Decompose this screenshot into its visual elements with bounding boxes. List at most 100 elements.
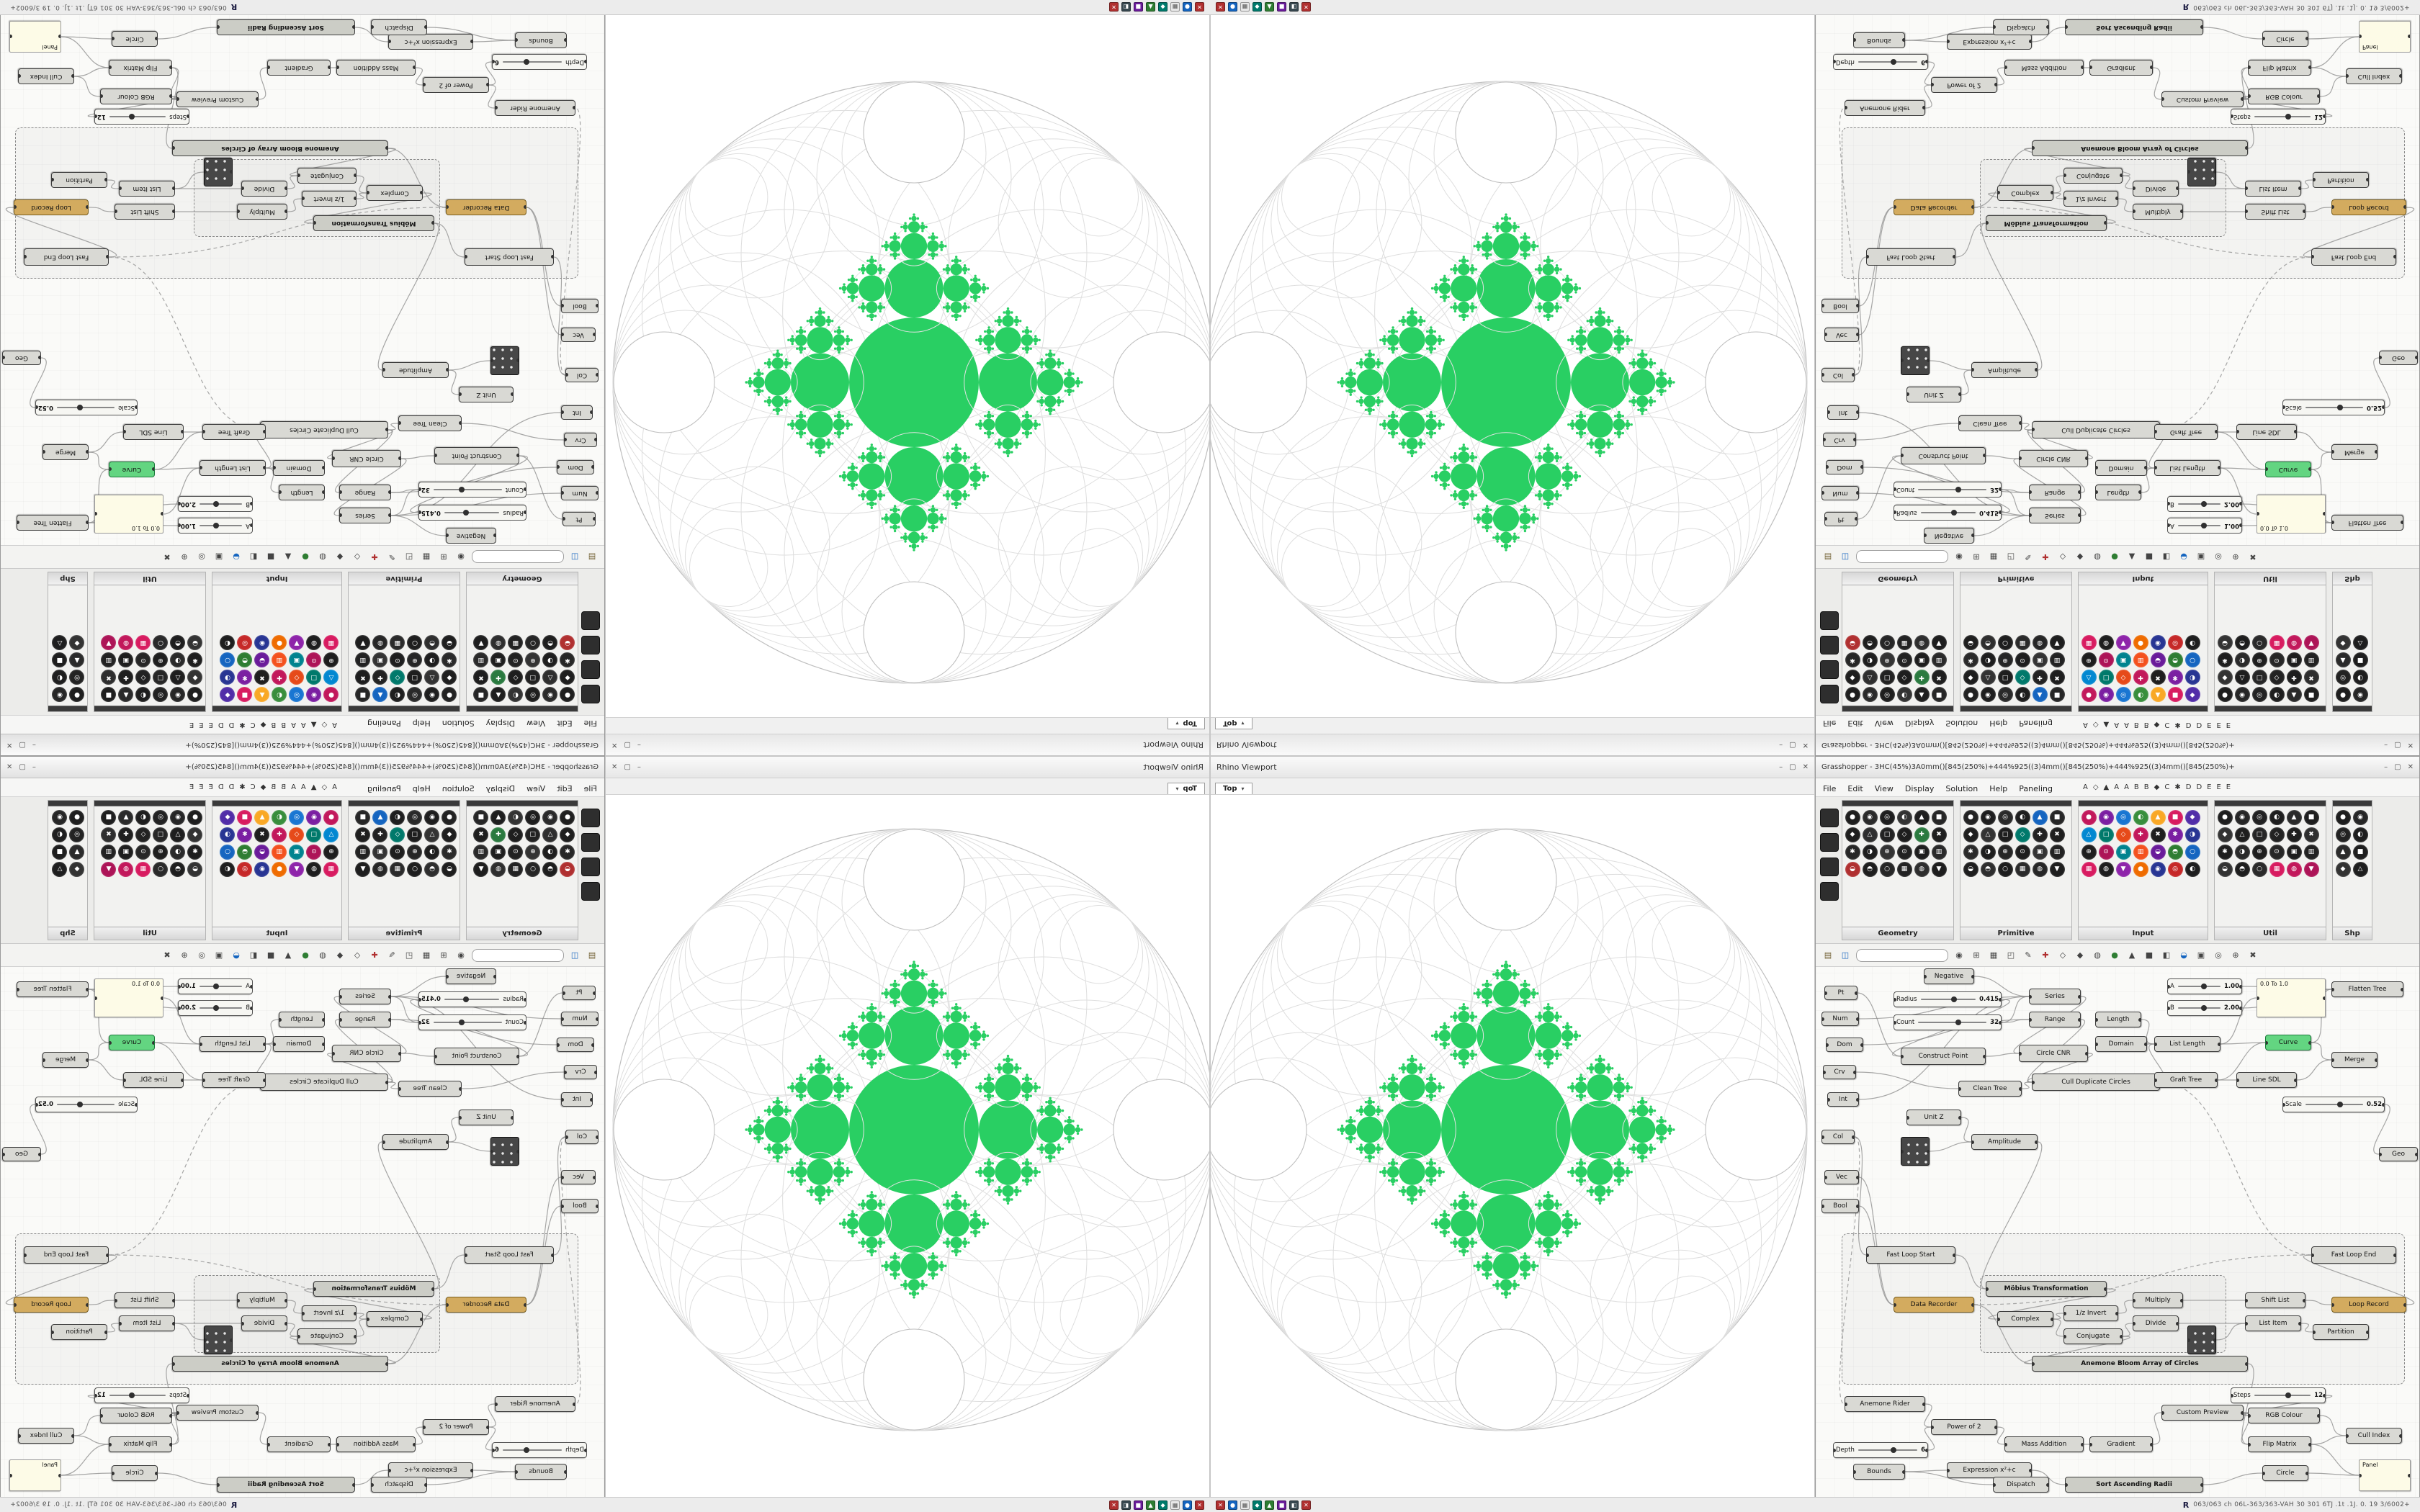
menu-paneling[interactable]: Paneling — [367, 784, 401, 793]
gh-node-power-of-2[interactable]: Power of 2 — [423, 77, 489, 93]
component-icon[interactable]: ◎ — [289, 809, 305, 825]
component-icon[interactable]: ▼ — [101, 861, 117, 877]
component-icon[interactable]: ▲ — [69, 652, 85, 668]
component-icon[interactable]: ● — [272, 861, 287, 877]
gh-node-circle-cnr[interactable]: Circle CNR — [332, 1045, 401, 1062]
component-icon[interactable]: ▣ — [2115, 844, 2131, 860]
component-icon[interactable]: ◆ — [442, 827, 457, 842]
component-icon[interactable]: ■ — [2352, 652, 2368, 668]
doc-tab[interactable]: ◇ — [321, 783, 328, 791]
component-icon[interactable]: ✱ — [187, 652, 203, 668]
component-icon[interactable]: △ — [424, 827, 440, 842]
gh-node-fast-loop-start[interactable]: Fast Loop Start — [1866, 248, 1955, 266]
menu-solution[interactable]: Solution — [1945, 719, 1978, 728]
gh-node-curve[interactable]: Curve — [2265, 1035, 2311, 1050]
component-icon[interactable]: ◒ — [442, 861, 457, 877]
component-icon[interactable]: ◒ — [560, 861, 575, 877]
component-icon[interactable]: ◇ — [390, 827, 405, 842]
component-icon[interactable]: ■ — [2049, 809, 2065, 825]
gh-node-circle-cnr[interactable]: Circle CNR — [2019, 1045, 2088, 1062]
component-icon[interactable]: ✱ — [2217, 652, 2233, 668]
gh-node-steps-12[interactable]: Steps 12 — [2231, 109, 2326, 125]
doc-tab[interactable]: ◆ — [260, 721, 266, 729]
gh-node-merge[interactable]: Merge — [42, 444, 89, 460]
preview-wire-icon[interactable]: ◇ — [2059, 552, 2066, 562]
component-icon[interactable]: ◐ — [272, 687, 287, 703]
paint-icon[interactable]: ◒ — [2180, 552, 2187, 562]
minimize-icon[interactable]: – — [32, 741, 36, 750]
gh-node-partition[interactable]: Partition — [2313, 1324, 2369, 1340]
gh-node-shift-list[interactable]: Shift List — [115, 204, 175, 220]
maximize-icon[interactable]: ▢ — [624, 762, 631, 771]
gh-node-construct-point[interactable]: Construct Point — [1901, 447, 1986, 464]
gh-node-series[interactable]: Series — [339, 989, 391, 1004]
component-icon[interactable]: ⊙ — [2269, 652, 2285, 668]
component-icon[interactable]: ◇ — [135, 827, 151, 842]
component-icon[interactable]: ◎ — [2335, 827, 2351, 842]
param-strip-icon[interactable] — [1820, 636, 1839, 654]
component-icon[interactable]: □ — [407, 670, 423, 685]
component-icon[interactable]: ◍ — [2032, 635, 2048, 651]
component-icon[interactable]: ▲ — [2335, 844, 2351, 860]
purple-task-icon[interactable]: ■ — [1277, 1500, 1286, 1510]
gh-node-anemone-bloom-array-of-circles[interactable]: Anemone Bloom Array of Circles — [172, 1356, 388, 1372]
component-icon[interactable]: ▲ — [118, 687, 134, 703]
component-icon[interactable]: ◇ — [508, 827, 524, 842]
component-icon[interactable]: ▣ — [372, 652, 388, 668]
menu-paneling[interactable]: Paneling — [367, 719, 401, 728]
component-icon[interactable]: ◉ — [306, 809, 322, 825]
doc-tab[interactable]: ✱ — [239, 721, 246, 729]
gh-node-panel[interactable]: Panel — [2359, 21, 2411, 53]
grid-icon[interactable]: ▦ — [422, 950, 431, 960]
component-icon[interactable]: ✚ — [2286, 670, 2302, 685]
component-icon[interactable]: ◑ — [170, 652, 186, 668]
component-icon[interactable]: ◉ — [1862, 809, 1878, 825]
component-icon[interactable]: ▥ — [2303, 844, 2319, 860]
component-icon[interactable]: ◑ — [2234, 844, 2250, 860]
gh-node-dispatch[interactable]: Dispatch — [371, 1477, 427, 1493]
component-icon[interactable]: ◆ — [1963, 670, 1978, 685]
component-icon[interactable]: ▦ — [2015, 635, 2030, 651]
param-strip-icon[interactable] — [1820, 611, 1839, 630]
component-icon[interactable]: ◉ — [2098, 809, 2114, 825]
gh-node-geo[interactable]: Geo — [2, 1147, 41, 1161]
component-icon[interactable]: ▲ — [254, 809, 270, 825]
dark-task-icon[interactable]: ◧ — [1289, 1500, 1299, 1510]
component-icon[interactable]: ○ — [2251, 635, 2267, 651]
component-icon[interactable]: △ — [542, 670, 558, 685]
doc-tab[interactable]: E — [2207, 783, 2212, 791]
menu-display[interactable]: Display — [485, 784, 516, 793]
teal-task-icon[interactable]: ◆ — [1158, 2, 1168, 12]
component-icon[interactable]: ◎ — [69, 827, 85, 842]
component-icon[interactable]: ▼ — [2303, 861, 2319, 877]
component-icon[interactable]: ▥ — [101, 652, 117, 668]
component-icon[interactable]: ✖ — [2303, 670, 2319, 685]
gh-node-partition[interactable]: Partition — [2313, 172, 2369, 188]
component-icon[interactable]: ▥ — [2049, 844, 2065, 860]
cluster-icon[interactable]: ⊕ — [181, 950, 188, 960]
component-icon[interactable]: □ — [525, 670, 541, 685]
gh-node-graft-tree[interactable]: Graft Tree — [2154, 1072, 2218, 1088]
gh-node-rgb-colour[interactable]: RGB Colour — [100, 89, 172, 104]
component-icon[interactable]: △ — [2234, 670, 2250, 685]
component-icon[interactable]: ● — [2217, 687, 2233, 703]
component-icon[interactable]: ▥ — [2133, 652, 2148, 668]
component-icon[interactable]: ▦ — [390, 635, 405, 651]
gh-node-data-recorder[interactable]: Data Recorder — [446, 1297, 526, 1313]
doc-tab[interactable]: E — [2226, 783, 2231, 791]
doc-tab[interactable]: B — [271, 783, 277, 791]
component-icon[interactable]: ✱ — [1845, 844, 1860, 860]
hide-icon[interactable]: ◍ — [319, 552, 326, 562]
gh-node-crv[interactable]: Crv — [564, 1065, 597, 1079]
component-icon[interactable]: ▥ — [1931, 844, 1947, 860]
component-icon[interactable]: ◆ — [220, 809, 236, 825]
close-icon[interactable]: ✕ — [1802, 741, 1809, 750]
component-icon[interactable]: ⊙ — [2015, 652, 2030, 668]
gh-node-rgb-colour[interactable]: RGB Colour — [2248, 1408, 2320, 1423]
component-icon[interactable]: ▦ — [2081, 635, 2097, 651]
component-icon[interactable]: ◉ — [52, 809, 68, 825]
gh-node-geo[interactable]: Geo — [2379, 1147, 2418, 1161]
component-icon[interactable]: ▲ — [2032, 809, 2048, 825]
files-task-icon[interactable]: ▦ — [1170, 1500, 1180, 1510]
component-icon[interactable]: ▥ — [1931, 652, 1947, 668]
